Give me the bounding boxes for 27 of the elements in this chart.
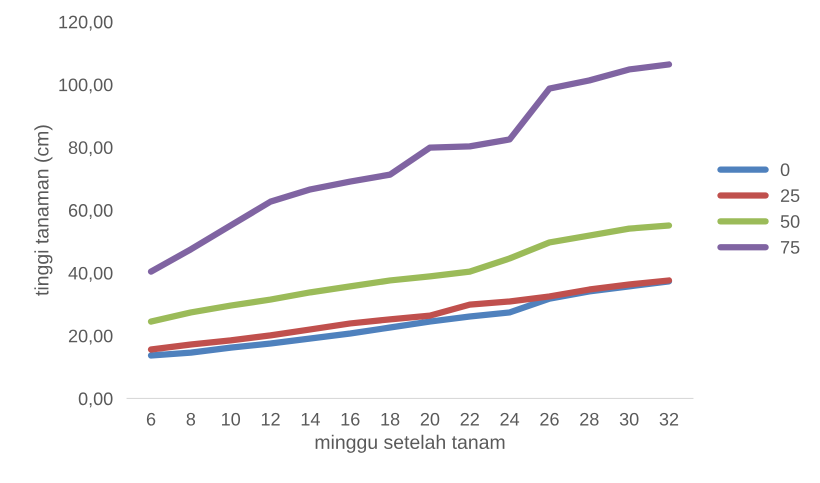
x-tick-label: 18	[381, 412, 400, 426]
y-tick-label: 0,00	[78, 392, 113, 408]
x-tick-label: 24	[500, 412, 520, 426]
legend-label: 25	[780, 189, 800, 202]
legend-label: 75	[780, 241, 800, 254]
legend-label: 50	[780, 215, 800, 228]
y-tick-label: 80,00	[68, 141, 113, 156]
x-tick-label: 30	[620, 412, 638, 426]
legend-label: 0	[780, 163, 790, 176]
y-tick-label: 60,00	[68, 204, 113, 219]
y-axis-title: tinggi tanaman (cm)	[34, 125, 52, 296]
x-tick-label: 14	[302, 413, 320, 426]
x-tick-label: 16	[342, 412, 360, 426]
x-tick-label: 8	[186, 412, 196, 426]
x-tick-label: 12	[262, 412, 280, 426]
y-tick-label: 20,00	[68, 330, 113, 345]
x-tick-label: 26	[540, 412, 559, 426]
x-tick-label: 22	[460, 412, 479, 426]
x-tick-label: 32	[660, 412, 678, 426]
y-tick-label: 40,00	[68, 266, 113, 282]
x-tick-label: 28	[580, 412, 599, 426]
y-tick-label: 100,00	[59, 78, 113, 94]
x-axis-title: minggu setelah tanam	[316, 434, 504, 453]
x-tick-label: 20	[420, 412, 440, 426]
x-tick-label: 10	[222, 412, 240, 426]
y-tick-label: 120,00	[59, 16, 113, 31]
x-tick-label: 6	[146, 412, 156, 426]
